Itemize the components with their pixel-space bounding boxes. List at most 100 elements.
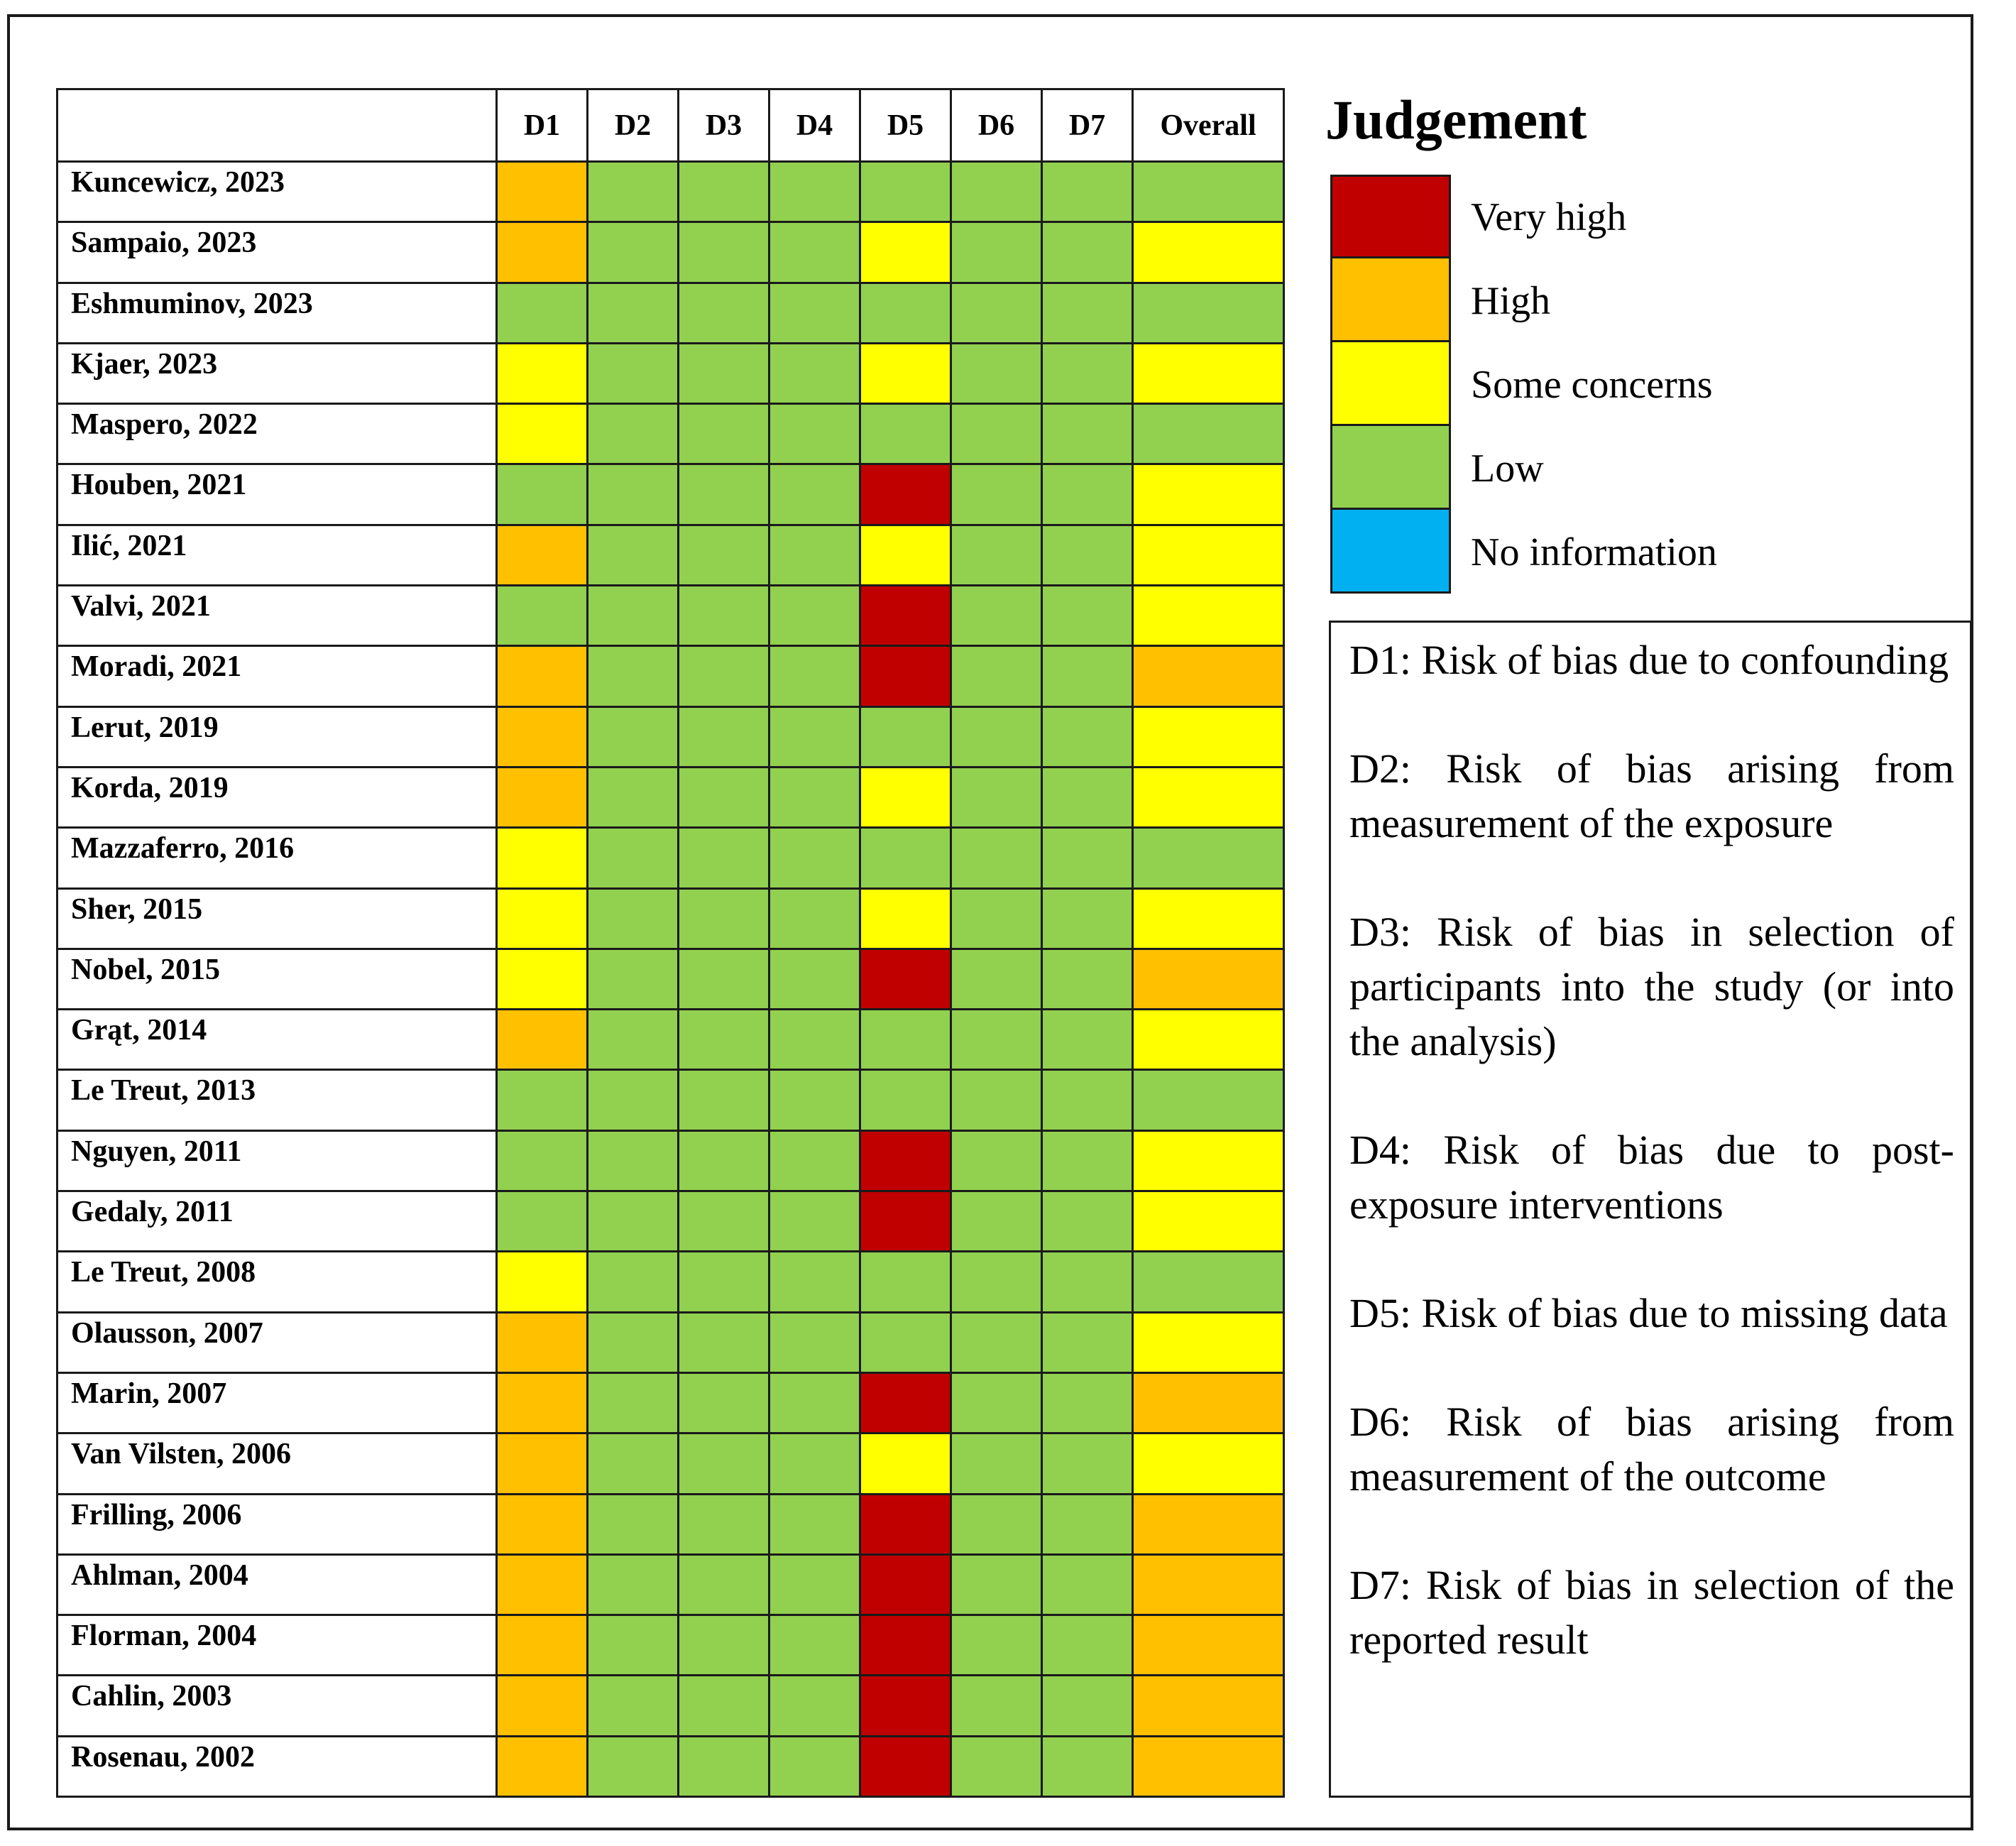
judgement-cell-d2 [586,1129,679,1193]
judgement-cell-d3 [677,403,770,466]
judgement-cell-overall [1132,1008,1285,1071]
judgement-cell-overall [1132,160,1285,224]
table-row: Valvi, 2021 [56,584,1285,648]
table-row: Le Treut, 2008 [56,1250,1285,1314]
judgement-cell-d1 [495,1069,588,1132]
judgement-cell-d3 [677,1069,770,1132]
judgement-cell-d2 [586,705,679,768]
judgement-cell-d2 [586,887,679,950]
judgement-cell-d6 [950,1553,1043,1617]
judgement-cell-d3 [677,1614,770,1677]
judgement-cell-d7 [1041,1735,1134,1798]
judgement-cell-d6 [950,221,1043,284]
judgement-cell-d7 [1041,584,1134,648]
judgement-cell-d1 [495,1614,588,1677]
judgement-cell-overall [1132,403,1285,466]
table-row: Le Treut, 2013 [56,1069,1285,1132]
judgement-cell-d5 [859,1614,952,1677]
judgement-cell-d3 [677,221,770,284]
judgement-cell-d4 [768,645,861,708]
header-row: D1 D2 D3 D4 D5 D6 D7 Overall [56,88,1285,163]
judgement-cell-d4 [768,947,861,1011]
study-label: Grąt, 2014 [56,1008,498,1071]
judgement-cell-overall [1132,1674,1285,1737]
judgement-cell-overall [1132,221,1285,284]
judgement-cell-d5 [859,221,952,284]
judgement-cell-d3 [677,887,770,950]
table-row: Maspero, 2022 [56,403,1285,466]
study-label: Nguyen, 2011 [56,1129,498,1193]
table-row: Van Vilsten, 2006 [56,1432,1285,1495]
table-row: Kuncewicz, 2023 [56,160,1285,224]
judgement-cell-d5 [859,826,952,890]
judgement-cell-overall [1132,645,1285,708]
study-label: Frilling, 2006 [56,1492,498,1556]
table-row: Nobel, 2015 [56,947,1285,1011]
judgement-cell-d2 [586,1614,679,1677]
judgement-cell-d5 [859,1311,952,1374]
judgement-cell-d1 [495,403,588,466]
judgement-cell-d3 [677,947,770,1011]
table-row: Moradi, 2021 [56,645,1285,708]
judgement-cell-d3 [677,705,770,768]
judgement-cell-d1 [495,1432,588,1495]
judgement-cell-d4 [768,463,861,526]
table-header: D1 D2 D3 D4 D5 D6 D7 Overall [56,88,1285,163]
judgement-cell-d7 [1041,887,1134,950]
judgement-cell-overall [1132,584,1285,648]
judgement-cell-d3 [677,1129,770,1193]
judgement-cell-d3 [677,1311,770,1374]
legend-swatch [1330,340,1451,426]
study-label: Sampaio, 2023 [56,221,498,284]
judgement-cell-d7 [1041,1371,1134,1435]
judgement-cell-d2 [586,1432,679,1495]
judgement-cell-d4 [768,705,861,768]
judgement-cell-d5 [859,1735,952,1798]
table-row: Mazzaferro, 2016 [56,826,1285,890]
judgement-cell-d7 [1041,1069,1134,1132]
judgement-cell-d5 [859,1371,952,1435]
table-row: Grąt, 2014 [56,1008,1285,1071]
judgement-cell-d5 [859,281,952,344]
judgement-cell-d6 [950,1674,1043,1737]
judgement-cell-d6 [950,1008,1043,1071]
table-row: Houben, 2021 [56,463,1285,526]
judgement-cell-d1 [495,1735,588,1798]
judgement-cell-d4 [768,1614,861,1677]
judgement-cell-overall [1132,1129,1285,1193]
judgement-cell-d6 [950,1311,1043,1374]
judgement-cell-d7 [1041,1311,1134,1374]
judgement-cell-d7 [1041,705,1134,768]
judgement-cell-d2 [586,1674,679,1737]
judgement-cell-d4 [768,1492,861,1556]
judgement-cell-d5 [859,947,952,1011]
judgement-cell-d6 [950,887,1043,950]
domain-definition: D4: Risk of bias due to post-exposure in… [1349,1127,1954,1228]
judgement-cell-overall [1132,1069,1285,1132]
judgement-cell-d4 [768,403,861,466]
judgement-cell-d4 [768,281,861,344]
judgement-cell-d1 [495,463,588,526]
judgement-cell-overall [1132,1371,1285,1435]
judgement-cell-d2 [586,342,679,405]
judgement-cell-overall [1132,1614,1285,1677]
study-label: Van Vilsten, 2006 [56,1432,498,1495]
column-header-d2: D2 [586,88,679,163]
judgement-cell-d1 [495,1250,588,1314]
table-row: Ahlman, 2004 [56,1553,1285,1617]
judgement-cell-d7 [1041,765,1134,829]
judgement-cell-d7 [1041,1250,1134,1314]
judgement-cell-d2 [586,523,679,587]
judgement-cell-d2 [586,1311,679,1374]
judgement-cell-d4 [768,160,861,224]
judgement-cell-d3 [677,765,770,829]
judgement-cell-d1 [495,645,588,708]
judgement-cell-overall [1132,523,1285,587]
study-label: Kjaer, 2023 [56,342,498,405]
judgement-cell-d2 [586,281,679,344]
judgement-cell-d5 [859,523,952,587]
domain-definition: D1: Risk of bias due to confounding [1349,637,1949,683]
study-label: Le Treut, 2008 [56,1250,498,1314]
judgement-cell-d4 [768,1008,861,1071]
judgement-cell-d6 [950,947,1043,1011]
